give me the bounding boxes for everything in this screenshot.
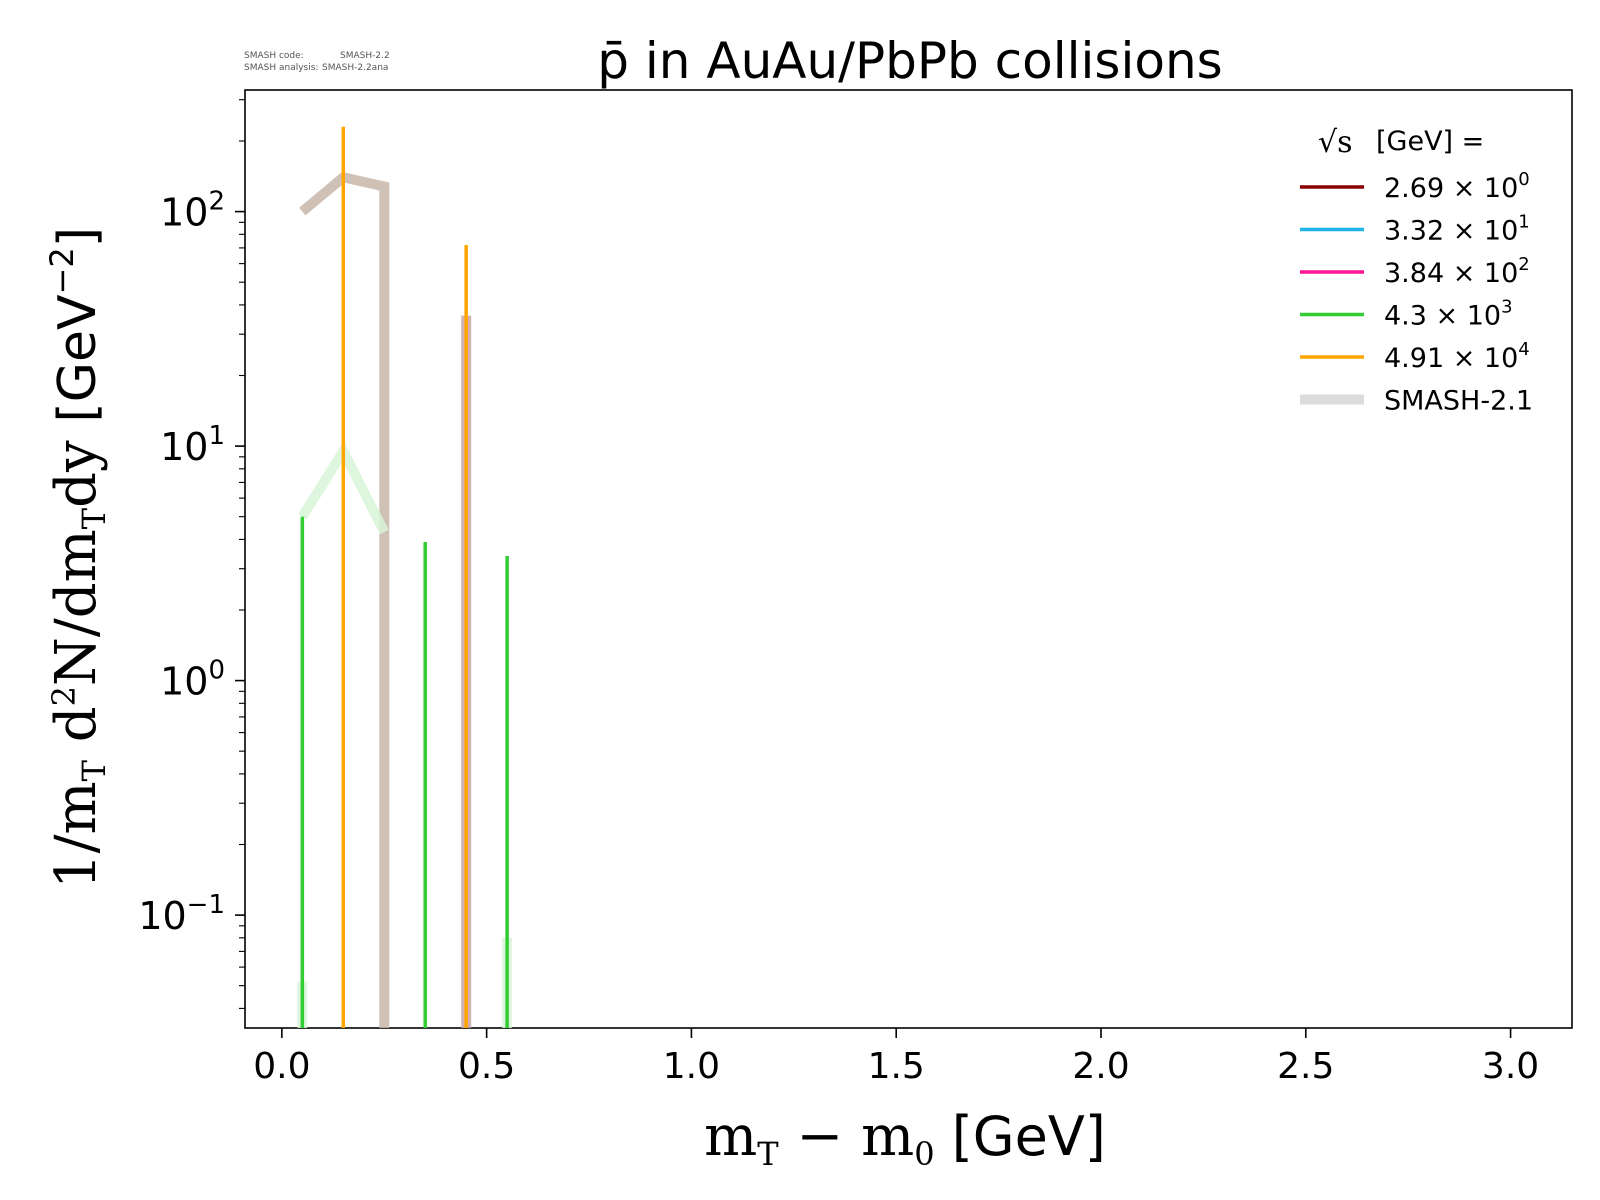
legend-label: 3.32 × 101 bbox=[1384, 212, 1530, 247]
legend-entry-4: 4.91 × 104 bbox=[1300, 339, 1530, 374]
x-tick-label: 1.5 bbox=[868, 1046, 925, 1087]
legend-label: 3.84 × 102 bbox=[1384, 254, 1530, 289]
reference-line-0 bbox=[299, 171, 390, 1028]
legend-title: √s [GeV] = bbox=[1318, 125, 1484, 160]
legend: √s [GeV] = 2.69 × 100 3.32 × 101 3.84 × 10… bbox=[1300, 125, 1533, 417]
x-tick-label: 3.0 bbox=[1482, 1046, 1539, 1087]
y-tick-label: 101 bbox=[160, 421, 225, 469]
sqrt-s-symbol: √s bbox=[1318, 125, 1353, 160]
x-tick-label: 1.0 bbox=[663, 1046, 720, 1087]
x-tick-label: 0.0 bbox=[253, 1046, 310, 1087]
legend-entry-0: 2.69 × 100 bbox=[1300, 169, 1530, 204]
legend-label: 2.69 × 100 bbox=[1384, 169, 1530, 204]
note-line2-label: SMASH analysis: bbox=[244, 63, 318, 73]
legend-label: SMASH-2.1 bbox=[1384, 386, 1533, 417]
data-lines bbox=[300, 126, 509, 1028]
y-tick-label: 100 bbox=[160, 656, 225, 704]
x-tick-label: 0.5 bbox=[458, 1046, 515, 1087]
legend-entry-3: 4.3 × 103 bbox=[1300, 297, 1513, 332]
x-axis-label: mT − m0 [GeV] bbox=[704, 1104, 1106, 1173]
legend-title-text: [GeV] = bbox=[1376, 126, 1484, 157]
y-axis-label: 1/mT d2N/dmTdy [GeV−2] bbox=[43, 227, 113, 889]
note-line1-value: SMASH-2.2 bbox=[340, 51, 390, 61]
note-line1-label: SMASH code: bbox=[244, 51, 304, 61]
legend-entry-2: 3.84 × 102 bbox=[1300, 254, 1530, 289]
y-tick-label: 102 bbox=[160, 187, 225, 235]
legend-entry-5: SMASH-2.1 bbox=[1300, 386, 1533, 417]
reference-lines bbox=[297, 171, 513, 1028]
smash-version-note: SMASH code: SMASH-2.2 SMASH analysis: SM… bbox=[244, 51, 390, 73]
chart-title: p̄ in AuAu/PbPb collisions bbox=[597, 32, 1222, 90]
legend-label: 4.91 × 104 bbox=[1384, 339, 1530, 374]
plot-area bbox=[244, 89, 1573, 1029]
legend-label: 4.3 × 103 bbox=[1384, 297, 1513, 332]
y-axis: 10−1 100 101 102 bbox=[138, 99, 245, 1009]
x-tick-label: 2.0 bbox=[1072, 1046, 1129, 1087]
x-axis: 0.0 0.5 1.0 1.5 2.0 2.5 3.0 bbox=[253, 1028, 1539, 1087]
x-tick-label: 2.5 bbox=[1277, 1046, 1334, 1087]
legend-entry-1: 3.32 × 101 bbox=[1300, 212, 1530, 247]
legend-entries: 2.69 × 100 3.32 × 101 3.84 × 102 4.3 × 103 4… bbox=[1300, 169, 1533, 417]
y-tick-label: 10−1 bbox=[138, 890, 225, 938]
note-line2-value: SMASH-2.2ana bbox=[322, 63, 388, 73]
